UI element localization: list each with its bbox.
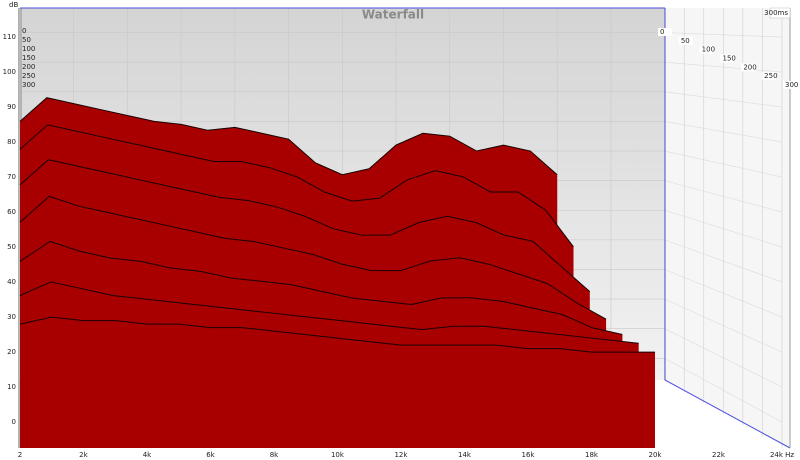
- slice-line: [19, 316, 655, 353]
- slice-line: [19, 124, 574, 248]
- y-tick-label: 80: [7, 138, 16, 146]
- slice-line: [19, 97, 558, 176]
- y-tick-label: 0: [12, 418, 16, 426]
- x-tick-label: 24k Hz: [770, 451, 794, 459]
- slice-line: [19, 159, 591, 293]
- depth-tick-label: 50: [681, 37, 690, 45]
- depth-tick-label: 0: [660, 28, 664, 36]
- y-tick-label: 60: [7, 208, 16, 216]
- y-tick-label: 10: [7, 383, 16, 391]
- y-axis-label: dB: [9, 1, 18, 9]
- slice-line: [19, 240, 623, 335]
- floor-edge: [664, 379, 791, 449]
- x-tick-label: 8k: [270, 451, 279, 459]
- y-tick-label: 100: [3, 68, 16, 76]
- depth-tick-label: 150: [723, 55, 736, 63]
- y-tick-label: 20: [7, 348, 16, 356]
- depth-mini-label: 150: [22, 54, 35, 62]
- slice-line: [19, 281, 639, 344]
- depth-mini-label: 250: [22, 72, 35, 80]
- x-tick-label: 12k: [394, 451, 408, 459]
- depth-mini-label: 300: [22, 81, 35, 89]
- x-tick-label: 20k: [649, 451, 663, 459]
- y-tick-label: 90: [7, 103, 16, 111]
- depth-tick-box: [741, 63, 756, 72]
- depth-mini-label: 0: [22, 27, 26, 35]
- chart-title: Waterfall: [362, 8, 424, 22]
- depth-tick-label: 100: [702, 46, 715, 54]
- x-tick-label: 14k: [458, 451, 472, 459]
- x-tick-label: 16k: [521, 451, 535, 459]
- y-tick-label: 110: [3, 33, 16, 41]
- side-wall: [665, 8, 790, 448]
- depth-tick-label: 250: [764, 72, 777, 80]
- x-tick-label: 2: [18, 451, 22, 459]
- depth-tick-box: [720, 54, 735, 63]
- y-tick-label: 50: [7, 243, 16, 251]
- depth-mini-label: 100: [22, 45, 35, 53]
- x-tick-label: 2k: [79, 451, 88, 459]
- x-tick-label: 22k: [712, 451, 726, 459]
- depth-label-box: [769, 7, 791, 19]
- depth-mini-label: 200: [22, 63, 35, 71]
- y-tick-label: 30: [7, 313, 16, 321]
- y-tick-label: 40: [7, 278, 16, 286]
- y-tick-label: 70: [7, 173, 16, 181]
- depth-label: 300ms: [764, 9, 788, 17]
- depth-tick-box: [699, 45, 714, 54]
- slice-fill: [20, 317, 655, 448]
- depth-tick-box: [783, 81, 797, 89]
- x-tick-label: 18k: [585, 451, 599, 459]
- depth-tick-box: [678, 36, 693, 45]
- depth-mini-label: 50: [22, 36, 31, 44]
- slice-line: [19, 195, 607, 320]
- depth-tick-box: [762, 72, 777, 81]
- depth-tick-box: [658, 28, 672, 36]
- x-tick-label: 6k: [206, 451, 215, 459]
- depth-tick-label: 300: [785, 81, 798, 89]
- x-tick-label: 10k: [331, 451, 345, 459]
- x-tick-label: 4k: [143, 451, 152, 459]
- depth-tick-label: 200: [743, 63, 756, 71]
